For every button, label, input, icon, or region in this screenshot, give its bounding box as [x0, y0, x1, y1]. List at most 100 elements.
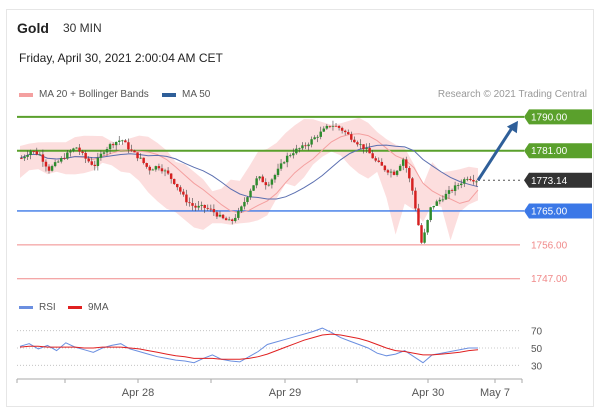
candle-body — [188, 202, 191, 204]
candle-body — [23, 156, 26, 159]
candle-body — [337, 125, 341, 128]
candle-body — [285, 155, 289, 163]
candle-body — [301, 145, 304, 149]
candle-body — [105, 149, 109, 153]
forecast-arrow — [476, 120, 518, 182]
rsi-panel: 70 50 30 — [17, 327, 543, 372]
candle-body — [282, 162, 286, 164]
candle-body — [273, 174, 277, 180]
candle-body — [313, 137, 316, 140]
candle-body — [472, 179, 475, 182]
candle-body — [356, 142, 359, 145]
candle-body — [298, 148, 301, 150]
legend-ma50[interactable]: MA 50 — [162, 89, 210, 100]
candle-body — [142, 157, 145, 164]
x-tick-label: Apr 30 — [412, 387, 444, 399]
candle-body — [185, 194, 188, 203]
candle-body — [194, 205, 197, 208]
candle-body — [347, 132, 350, 135]
candle-body — [459, 183, 463, 186]
candle-body — [469, 178, 472, 180]
candle-body — [408, 167, 411, 179]
level-tag-bg — [524, 143, 592, 159]
level-lines — [17, 115, 524, 280]
candle-body — [163, 170, 167, 172]
candle-body — [243, 201, 246, 207]
candle-body — [124, 140, 127, 143]
candle-body — [72, 148, 75, 152]
candle-body — [340, 127, 344, 131]
ma20-swatch — [19, 92, 33, 97]
candle-body — [66, 152, 69, 159]
candle-body — [304, 145, 307, 147]
candle-body — [365, 147, 368, 150]
candle-body — [221, 214, 225, 219]
candle-body — [38, 154, 42, 156]
candle-body — [420, 225, 423, 243]
candle-body — [176, 183, 179, 188]
candle-body — [261, 176, 264, 183]
candle-body — [218, 214, 222, 217]
candle-body — [114, 141, 118, 146]
candle-body — [453, 185, 457, 191]
candle-body — [44, 161, 48, 167]
moving-averages — [19, 133, 479, 214]
candle-body — [136, 152, 139, 159]
level-tag-bg — [524, 109, 592, 125]
candle-body — [32, 151, 35, 152]
forecast-arrow-head — [506, 120, 518, 134]
candle-body — [206, 207, 210, 209]
instrument-title: Gold — [17, 20, 49, 36]
candle-body — [435, 201, 439, 206]
candle-body — [154, 166, 158, 170]
rsi-ma-line — [19, 333, 479, 360]
candle-body — [240, 206, 243, 212]
candle-body — [438, 199, 442, 202]
legend-rsi[interactable]: RSI — [19, 302, 56, 313]
legend-rsi-ma[interactable]: 9MA — [68, 302, 109, 313]
candle-body — [432, 205, 435, 208]
candle-body — [292, 153, 295, 156]
candle-body — [99, 153, 103, 158]
forecast-arrow-shaft — [476, 124, 516, 182]
candle-body — [111, 144, 115, 146]
level-tag-5: 1747.00 — [531, 274, 568, 285]
rsi-level-label: 70 — [531, 327, 543, 338]
candle-body — [179, 187, 182, 192]
candle-body — [328, 125, 332, 127]
legend-ma20[interactable]: MA 20 + Bollinger Bands — [19, 89, 149, 100]
candle-body — [191, 203, 194, 206]
candle-body — [200, 204, 203, 206]
candle-body — [398, 165, 402, 171]
timeframe-label[interactable]: 30 MIN — [63, 21, 102, 35]
level-tag-text: 1756.00 — [531, 240, 568, 251]
level-tag-3: 1765.00 — [524, 203, 592, 219]
candle-body — [475, 181, 478, 183]
candle-body — [81, 151, 84, 153]
candle-body — [41, 154, 45, 162]
candle-body — [227, 219, 231, 221]
candle-body — [411, 178, 414, 191]
candle-body — [270, 179, 274, 185]
candle-body — [29, 151, 32, 156]
candle-body — [450, 190, 454, 191]
candle-body — [145, 163, 148, 167]
candle-body — [47, 166, 51, 171]
candle-body — [276, 168, 280, 175]
ma20-label: MA 20 + Bollinger Bands — [39, 89, 149, 100]
candle-body — [84, 152, 87, 159]
x-tick-label: Apr 29 — [269, 387, 301, 399]
candle-body — [279, 163, 283, 169]
candle-body — [63, 158, 66, 159]
level-tag-text: 1773.14 — [531, 176, 568, 187]
candle-body — [359, 144, 362, 146]
candle-body — [121, 140, 124, 142]
candle-body — [169, 173, 173, 179]
candle-body — [230, 219, 234, 221]
candle-body — [334, 125, 338, 127]
candle-body — [53, 162, 57, 167]
candle-body — [258, 176, 261, 179]
candle-body — [249, 190, 252, 198]
candle-body — [203, 204, 206, 208]
candle-body — [118, 140, 121, 142]
